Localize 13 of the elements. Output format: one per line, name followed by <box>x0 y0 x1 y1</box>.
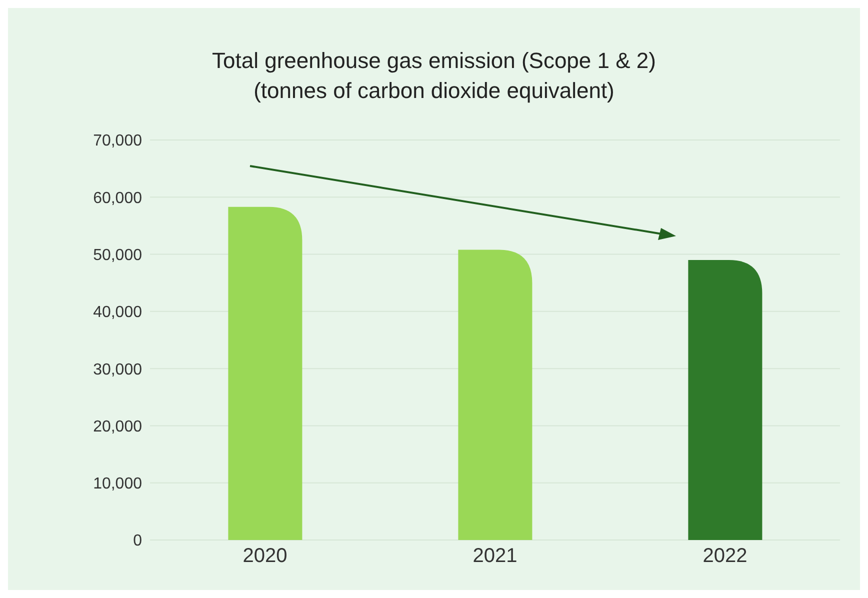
y-tick-label: 70,000 <box>93 132 142 150</box>
y-tick-label: 10,000 <box>93 476 142 493</box>
y-tick-label: 30,000 <box>93 361 142 378</box>
x-tick-label: 2020 <box>242 545 288 568</box>
y-tick-label: 50,000 <box>93 246 142 264</box>
x-tick-label: 2022 <box>702 545 748 568</box>
y-tick-label: 20,000 <box>93 418 142 436</box>
chart-title: Total greenhouse gas emission (Scope 1 & 2) <box>211 47 657 75</box>
y-tick-label: 40,000 <box>93 304 142 322</box>
y-tick-label: 60,000 <box>93 190 142 207</box>
y-tick-label: 0 <box>133 532 142 550</box>
chart-subtitle: (tonnes of carbon dioxide equivalent) <box>252 77 616 105</box>
x-tick-label: 2021 <box>472 545 518 568</box>
